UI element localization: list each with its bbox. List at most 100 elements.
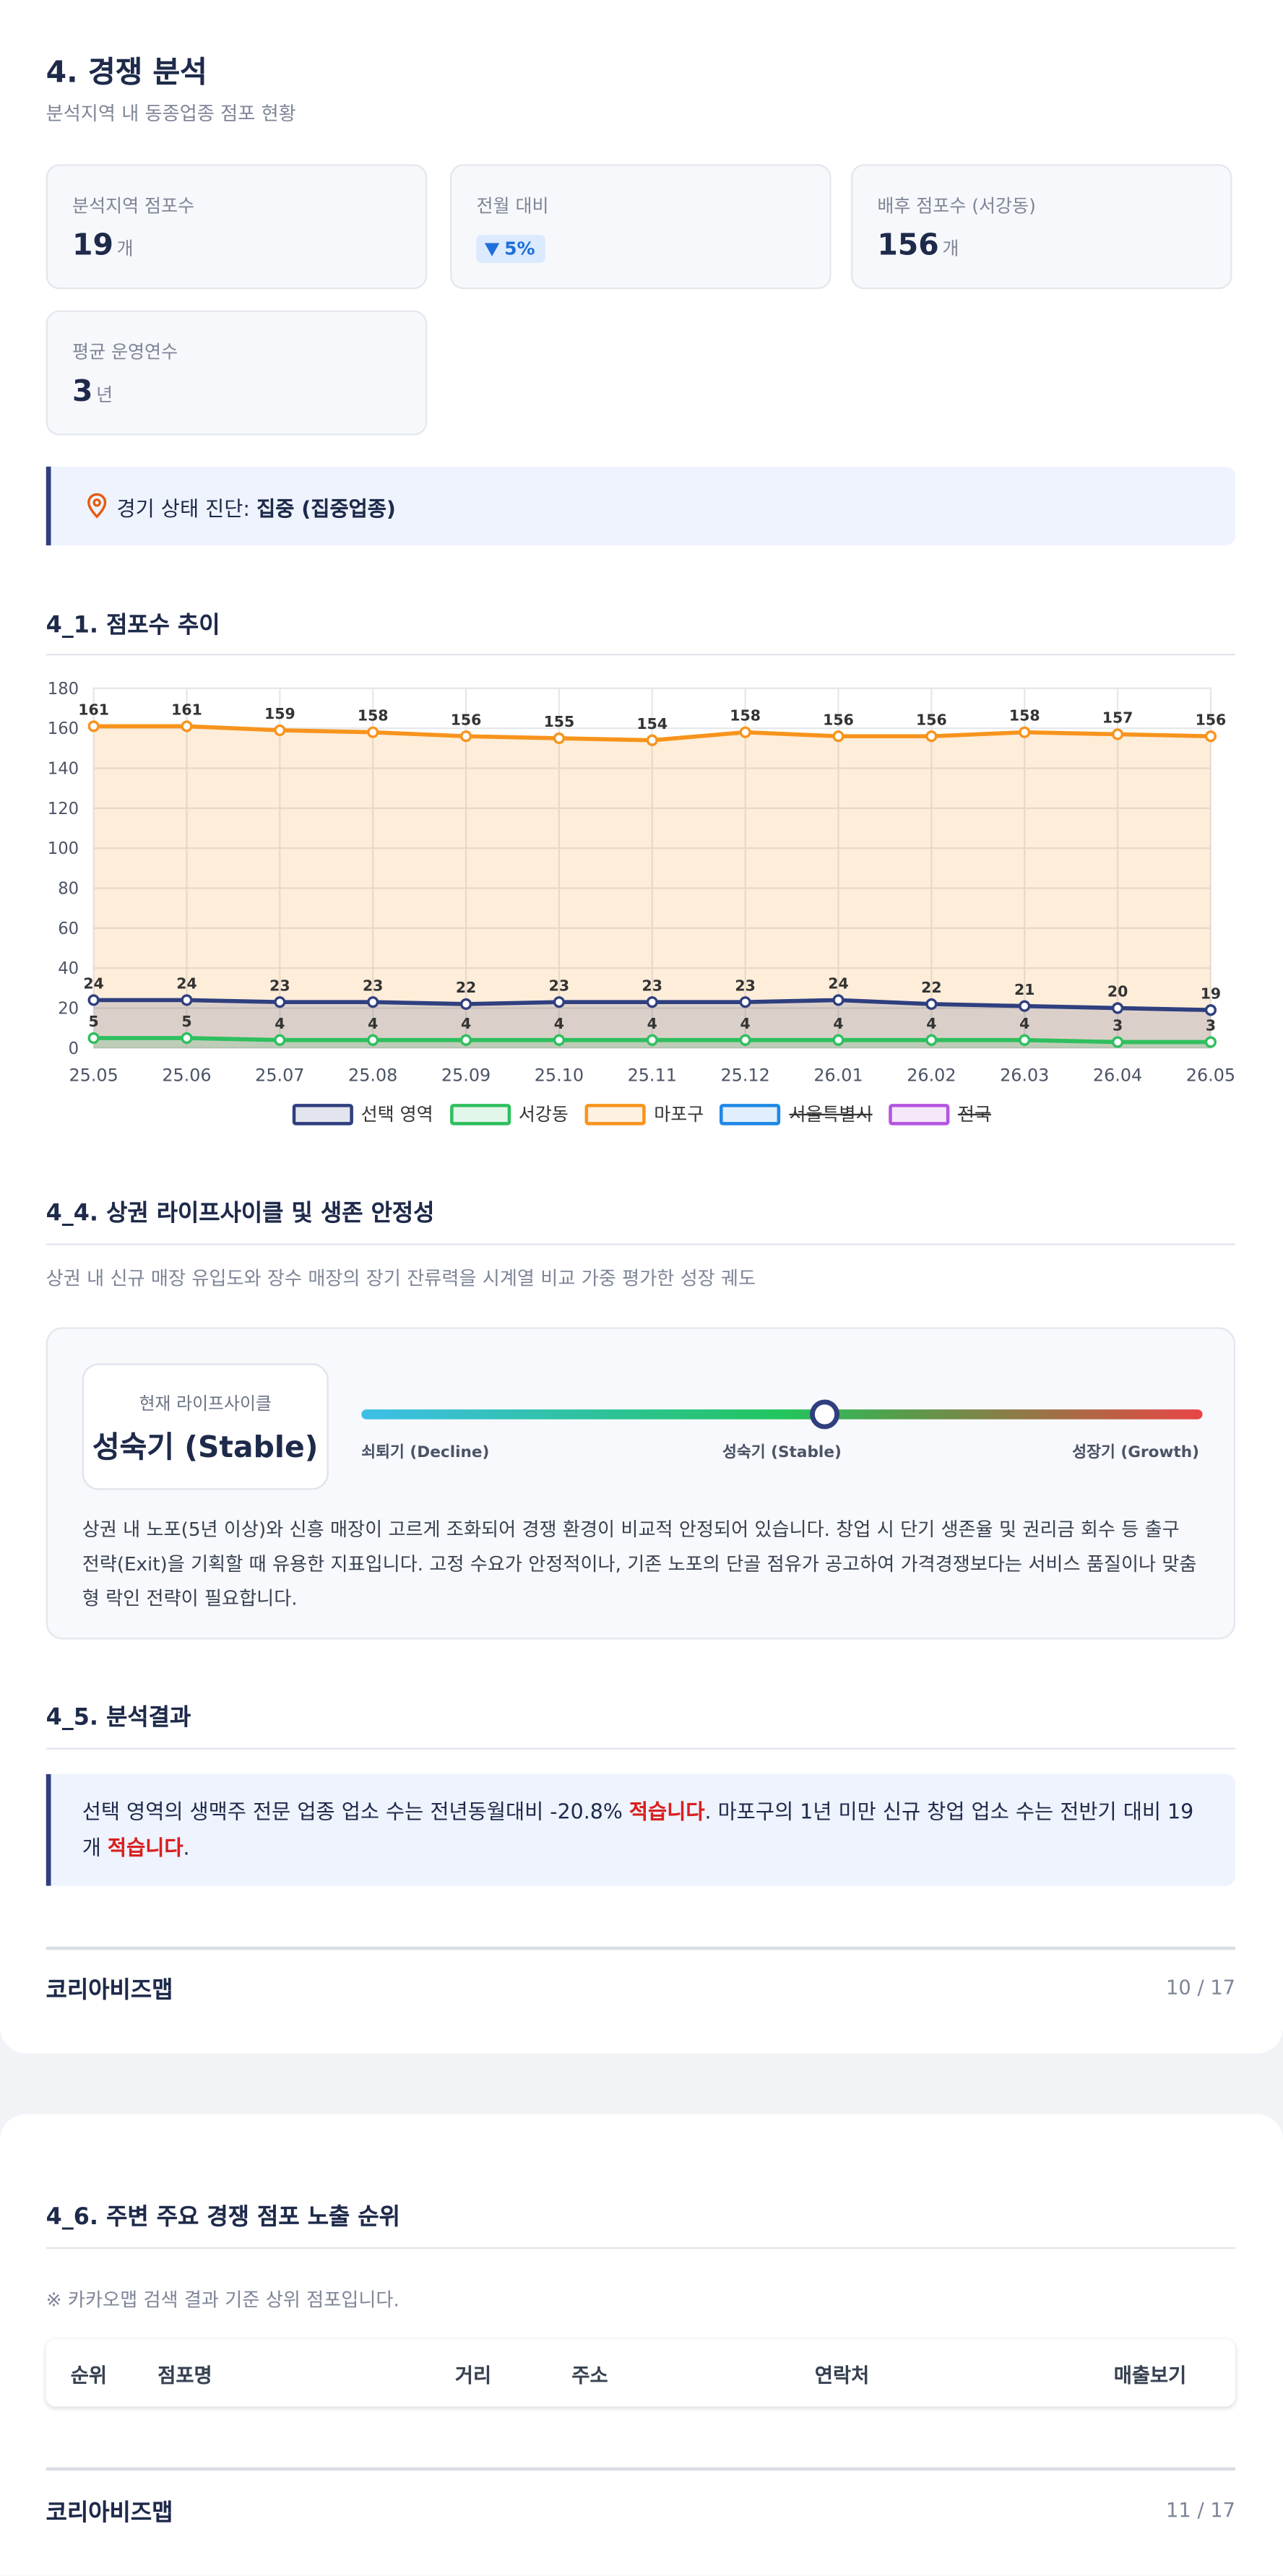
point (832, 730, 844, 743)
diagnosis-box: 경기 상태 진단: 집중 (집중업종) (46, 466, 1236, 545)
data-label: 154 (636, 715, 668, 732)
legend-item[interactable]: 마포구 (584, 1101, 704, 1127)
stat-card: 배후 점포수 (서강동) 156 개 (850, 164, 1232, 290)
page-card: 4. 경쟁 분석 분석지역 내 동종업종 점포 현황 분석지역 점포수 19 개 … (0, 0, 1283, 2054)
stat-label: 배후 점포수 (서강동) (877, 195, 1036, 217)
data-label: 23 (642, 977, 662, 994)
point (646, 734, 658, 746)
stat-value: 19 개 (72, 228, 134, 263)
data-label: 19 (1201, 985, 1221, 1002)
point (553, 1034, 565, 1046)
legend-label: 서울특별시 (789, 1104, 873, 1125)
data-label: 4 (833, 1015, 843, 1032)
lifecycle-box: 현재 라이프사이클 성숙기 (Stable) 쇠퇴기 (Decline) 성숙기… (46, 1327, 1236, 1640)
x-tick-label: 25.07 (255, 1065, 304, 1085)
data-label: 3 (1113, 1017, 1123, 1034)
data-label: 21 (1014, 981, 1034, 998)
data-label: 156 (1196, 711, 1227, 728)
result-emphasis: 적습니다 (107, 1835, 183, 1860)
column-header: 거리 (454, 2364, 492, 2387)
footer-divider (46, 1946, 1236, 1950)
column-header: 주소 (571, 2364, 608, 2387)
legend-item[interactable]: 선택 영역 (292, 1101, 433, 1127)
legend-label: 전국 (957, 1104, 991, 1125)
y-tick-label: 0 (69, 1040, 79, 1058)
change-value: 5% (504, 238, 535, 260)
x-tick-label: 25.12 (720, 1065, 769, 1085)
legend-label: 마포구 (654, 1104, 704, 1125)
stage-label: 성숙기 (Stable) (722, 1443, 842, 1462)
y-tick-label: 40 (58, 959, 79, 978)
stat-card: 분석지역 점포수 19 개 (46, 164, 428, 290)
change-badge: 5% (476, 235, 545, 263)
data-label: 23 (269, 977, 290, 994)
point (367, 1034, 379, 1046)
diagnosis-value: 집중 (집중업종) (256, 496, 396, 521)
data-label: 4 (1019, 1015, 1029, 1032)
x-tick-label: 26.05 (1186, 1065, 1235, 1085)
section-heading: 4_4. 상권 라이프사이클 및 생존 안정성 (46, 1201, 435, 1227)
page-number: 10 / 17 (1166, 1976, 1236, 2000)
legend-item[interactable]: 서울특별시 (720, 1101, 873, 1127)
data-label: 5 (181, 1013, 191, 1030)
point (274, 724, 286, 736)
stat-number: 3 (72, 374, 93, 410)
data-label: 156 (451, 711, 482, 728)
column-header: 매출보기 (1113, 2364, 1187, 2387)
point (739, 996, 751, 1008)
x-tick-label: 26.03 (1000, 1065, 1049, 1085)
data-label: 159 (264, 705, 295, 722)
result-emphasis: 적습니다 (628, 1799, 705, 1824)
data-label: 158 (358, 707, 389, 725)
stat-unit: 개 (116, 238, 134, 260)
down-arrow (484, 242, 500, 256)
data-label: 158 (1009, 707, 1040, 725)
x-tick-label: 26.02 (907, 1065, 956, 1085)
legend-swatch (584, 1102, 646, 1125)
column-header: 순위 (70, 2364, 108, 2387)
lifecycle-label: 현재 라이프사이클 (139, 1394, 272, 1414)
data-label: 22 (921, 979, 941, 996)
data-label: 5 (89, 1013, 99, 1030)
data-label: 4 (461, 1015, 471, 1032)
legend-label: 선택 영역 (360, 1104, 433, 1125)
x-tick-label: 25.11 (628, 1065, 677, 1085)
footer-divider (46, 2467, 1236, 2471)
chart: 0 20 40 60 80 100 120 140 160 180 25.05 25.06 25.07 2… (48, 680, 1235, 1086)
point (1204, 730, 1217, 743)
legend: 선택 영역 서강동 마포구 서울특별시 전국 (0, 1101, 1283, 1127)
y-tick-label: 180 (48, 680, 79, 699)
point (274, 1034, 286, 1046)
x-tick-label: 26.04 (1093, 1065, 1142, 1085)
plot-border (92, 687, 1212, 1049)
stat-value: 156 개 (877, 228, 959, 263)
point (274, 996, 286, 1008)
data-label: 23 (549, 977, 569, 994)
point (459, 1034, 472, 1046)
data-label: 161 (171, 701, 202, 718)
footer-brand: 코리아비즈맵 (46, 1977, 173, 2005)
data-label: 23 (363, 977, 383, 994)
stage-label: 쇠퇴기 (Decline) (361, 1443, 490, 1462)
data-label: 161 (78, 701, 109, 718)
data-label: 24 (828, 974, 848, 992)
legend-item[interactable]: 서강동 (449, 1101, 569, 1127)
point (646, 996, 658, 1008)
point (925, 998, 938, 1011)
x-tick-label: 25.05 (69, 1065, 118, 1085)
legend-item[interactable]: 전국 (889, 1101, 991, 1127)
point (1204, 1036, 1217, 1048)
point (1112, 728, 1124, 740)
lifecycle-marker (810, 1399, 840, 1430)
x-tick-label: 25.06 (162, 1065, 211, 1085)
point (832, 1034, 844, 1046)
point (459, 730, 472, 743)
legend-swatch (292, 1102, 353, 1125)
data-label: 4 (740, 1015, 751, 1032)
section-heading: 4_6. 주변 주요 경쟁 점포 노출 순위 (46, 2204, 400, 2231)
stat-label: 평균 운영연수 (72, 341, 178, 363)
point (181, 720, 193, 732)
point (367, 996, 379, 1008)
